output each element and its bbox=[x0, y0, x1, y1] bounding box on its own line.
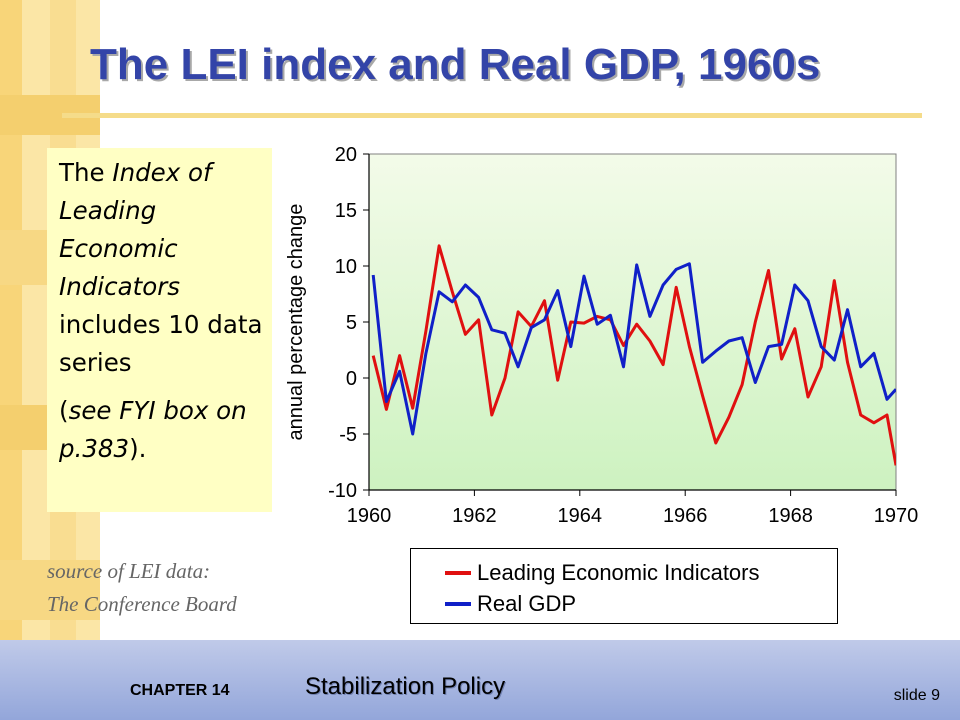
series-line-lei bbox=[371, 244, 896, 466]
y-tick-label: 5 bbox=[346, 312, 357, 334]
chart-legend: Leading Economic Indicators Real GDP bbox=[410, 548, 838, 624]
slide-footer: CHAPTER 14 Stabilization Policy slide 9 bbox=[0, 640, 960, 720]
y-tick-label: -10 bbox=[328, 480, 357, 502]
series-line-real-gdp bbox=[371, 262, 896, 436]
legend-label-gdp: Real GDP bbox=[477, 591, 577, 616]
lei-description-box: The Index of Leading Economic Indicators… bbox=[47, 148, 272, 512]
source-line-1: source of LEI data: bbox=[47, 559, 211, 583]
x-tick-label: 1966 bbox=[663, 505, 708, 527]
title-underline bbox=[62, 113, 922, 118]
y-tick-label: 20 bbox=[335, 144, 357, 166]
y-tick-label: 10 bbox=[335, 256, 357, 278]
y-axis: -10 -5 0 5 10 15 20 bbox=[328, 144, 370, 502]
footer-chapter: CHAPTER 14 bbox=[130, 682, 230, 699]
slide-title: The LEI index and Real GDP, 1960s bbox=[90, 40, 821, 89]
lei-description-text: The Index of Leading Economic Indicators… bbox=[59, 158, 263, 463]
x-tick-label: 1970 bbox=[874, 505, 919, 527]
legend-swatch-gdp bbox=[445, 602, 471, 606]
x-tick-label: 1964 bbox=[558, 505, 603, 527]
y-tick-label: 0 bbox=[346, 368, 357, 390]
y-tick-label: -5 bbox=[339, 424, 357, 446]
footer-slide-number: slide 9 bbox=[893, 687, 940, 704]
y-axis-label: annual percentage change bbox=[285, 204, 307, 441]
y-tick-label: 15 bbox=[335, 200, 357, 222]
source-line-2: The Conference Board bbox=[47, 592, 237, 616]
lei-gdp-line-chart: -10 -5 0 5 10 15 20 1960 1962 1964 1966 1968 1970 a… bbox=[285, 144, 919, 527]
legend-swatch-lei bbox=[445, 571, 471, 575]
x-tick-label: 1962 bbox=[452, 505, 497, 527]
x-axis: 1960 1962 1964 1966 1968 1970 bbox=[347, 489, 919, 527]
series-group bbox=[371, 244, 896, 466]
x-tick-label: 1968 bbox=[768, 505, 813, 527]
source-note: source of LEI data: The Conference Board bbox=[47, 555, 237, 621]
legend-label-lei: Leading Economic Indicators bbox=[477, 560, 760, 585]
footer-topic: Stabilization Policy bbox=[305, 673, 506, 700]
x-tick-label: 1960 bbox=[347, 505, 392, 527]
plot-area bbox=[368, 153, 897, 491]
